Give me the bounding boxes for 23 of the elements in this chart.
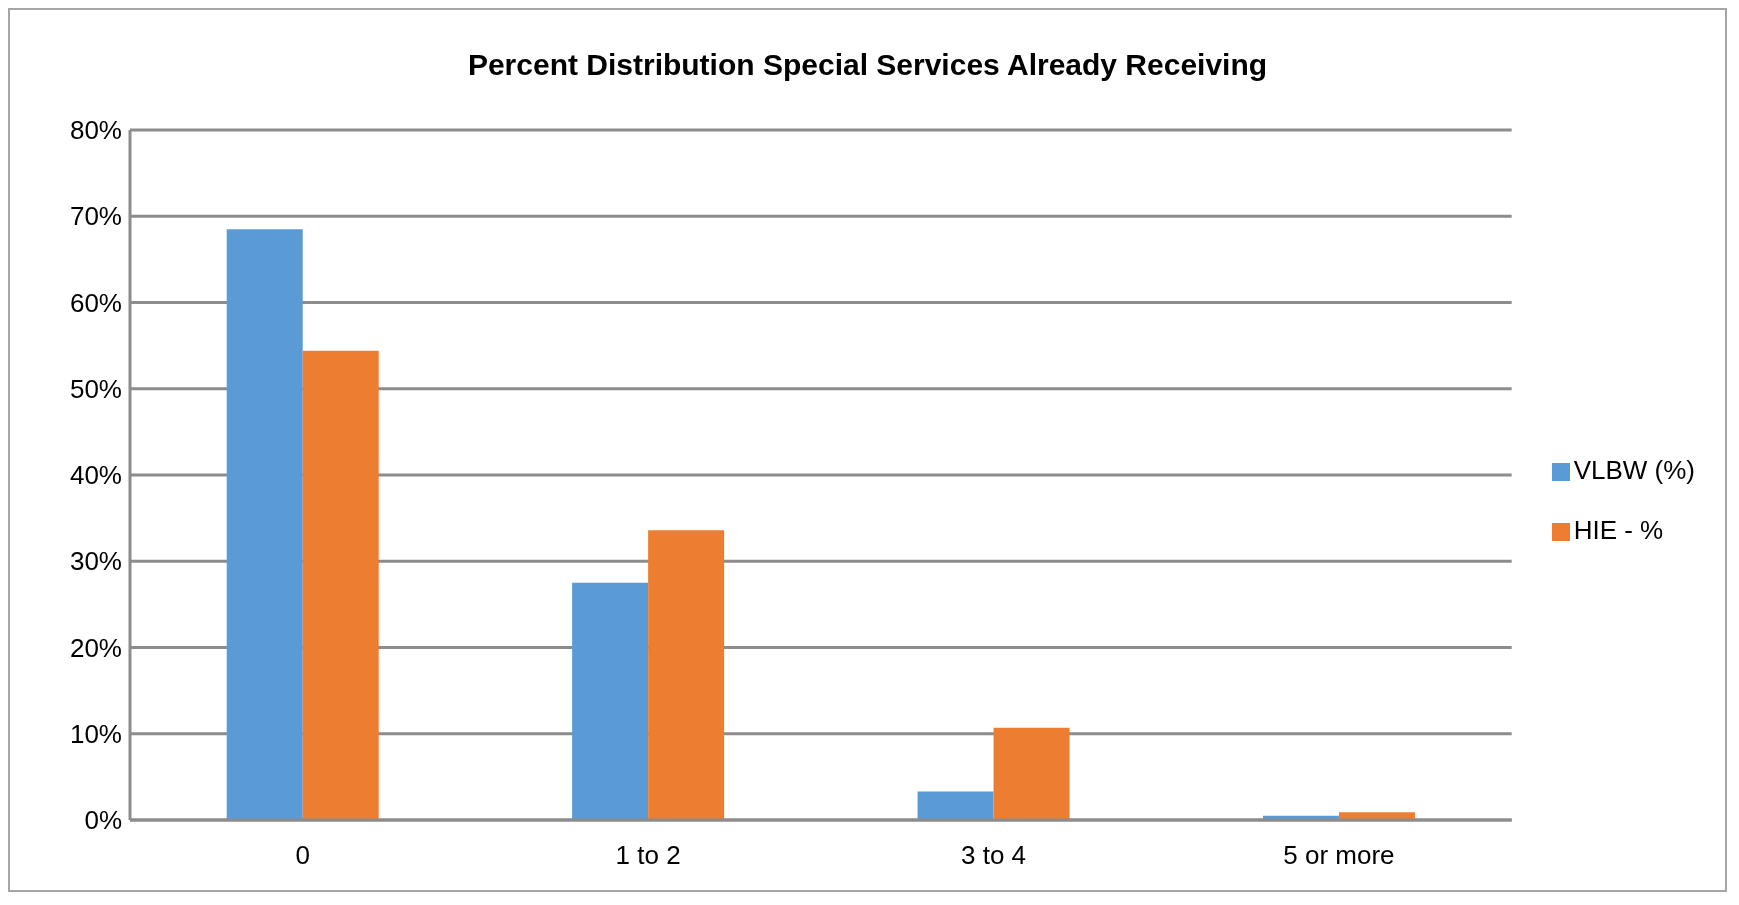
y-tick-label: 10%	[69, 718, 122, 749]
bar	[572, 582, 649, 820]
y-tick-label: 80%	[69, 115, 122, 146]
bar	[1338, 812, 1415, 820]
y-tick-label: 40%	[69, 460, 122, 491]
x-tick-label: 5 or more	[1283, 840, 1395, 871]
y-tick-label: 30%	[69, 546, 122, 577]
x-tick-label: 3 to 4	[961, 840, 1027, 871]
bar	[226, 229, 303, 820]
bar	[302, 350, 379, 820]
x-tick-label: 0	[295, 840, 310, 871]
bar	[917, 791, 994, 820]
y-tick-label: 20%	[69, 632, 122, 663]
chart-title: Percent Distribution Special Services Already Receiving	[466, 48, 1269, 82]
bar	[993, 727, 1070, 820]
y-tick-label: 60%	[69, 287, 122, 318]
y-tick-label: 70%	[69, 201, 122, 232]
x-tick-label: 1 to 2	[615, 840, 681, 871]
bar	[648, 530, 725, 820]
legend-label: VLBW (%)	[1573, 455, 1695, 485]
legend-label: HIE - %	[1573, 515, 1664, 545]
y-tick-label: 50%	[69, 373, 122, 404]
y-tick-label: 0%	[84, 805, 122, 836]
